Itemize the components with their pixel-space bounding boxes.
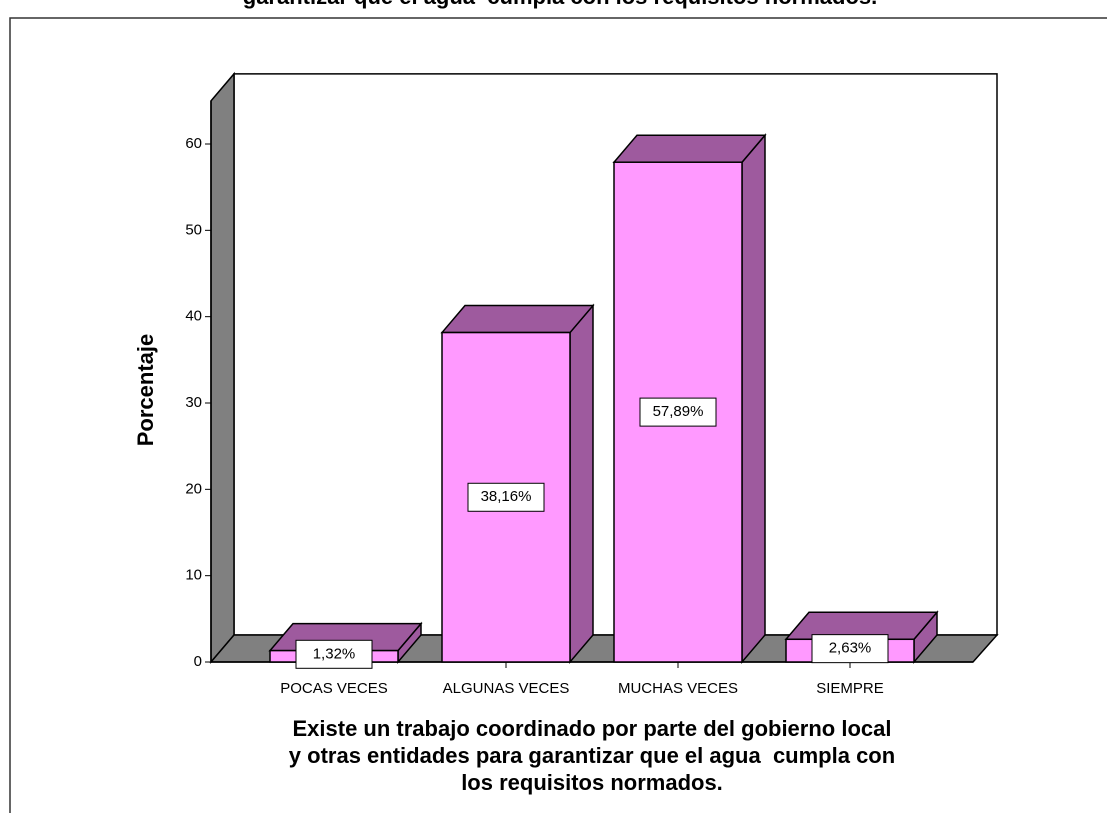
- value-label-box: [639, 397, 717, 427]
- bar-side: [569, 303, 594, 665]
- value-label: 38,16%: [481, 488, 532, 505]
- y-tick-label: 0: [194, 653, 202, 670]
- y-tick-label: 10: [185, 567, 202, 584]
- bar-top: [440, 304, 595, 334]
- value-label: 57,89%: [653, 403, 704, 420]
- x-axis-title: los requisitos normados.: [461, 770, 723, 795]
- value-label: 1,32%: [313, 645, 356, 662]
- value-label-box: [295, 639, 373, 669]
- x-tick-label: ALGUNAS VECES: [443, 680, 570, 697]
- y-tick-label: 30: [185, 394, 202, 411]
- bar-top: [612, 134, 767, 163]
- x-tick-label: MUCHAS VECES: [618, 680, 738, 697]
- value-label: 2,63%: [829, 640, 872, 657]
- y-tick-label: 40: [185, 308, 202, 325]
- x-tick-label: POCAS VECES: [280, 680, 388, 697]
- value-label-box: [811, 634, 889, 664]
- chart-title: garantizar que el agua cumpla con los re…: [243, 0, 877, 9]
- y-tick-label: 50: [185, 221, 202, 238]
- bar-side: [741, 133, 766, 665]
- y-tick-label: 60: [185, 135, 202, 152]
- x-tick-label: SIEMPRE: [816, 680, 884, 697]
- x-axis-title: Existe un trabajo coordinado por parte d…: [293, 716, 892, 741]
- y-tick-label: 20: [185, 480, 202, 497]
- y-axis-title: Porcentaje: [133, 334, 158, 447]
- value-label-box: [467, 482, 545, 512]
- left-wall: [210, 71, 235, 665]
- x-axis-title: y otras entidades para garantizar que el…: [289, 743, 895, 768]
